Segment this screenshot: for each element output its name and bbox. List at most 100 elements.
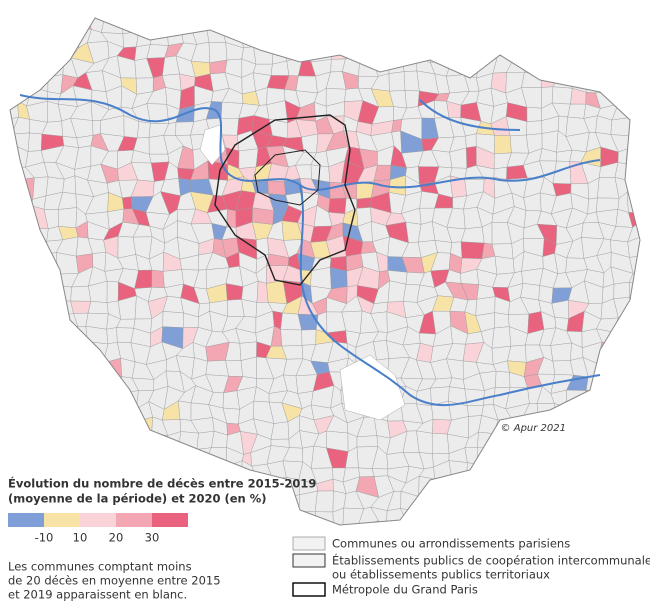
commune [58, 375, 77, 394]
commune [389, 26, 409, 47]
commune [33, 281, 50, 304]
commune [10, 90, 18, 108]
commune [45, 300, 60, 319]
commune [551, 300, 569, 319]
commune [298, 490, 318, 512]
commune [495, 371, 511, 388]
commune [626, 357, 640, 377]
commune [508, 477, 529, 499]
commune [71, 0, 93, 13]
commune [628, 326, 640, 348]
commune [267, 180, 286, 196]
commune [59, 344, 75, 365]
commune [12, 460, 27, 477]
commune [626, 526, 643, 543]
scale-label: 30 [145, 531, 160, 545]
commune [101, 430, 123, 451]
commune [453, 45, 468, 59]
commune [496, 477, 511, 497]
commune [464, 388, 485, 407]
commune [587, 197, 598, 215]
commune [10, 400, 32, 423]
commune [122, 446, 140, 464]
commune [11, 18, 34, 19]
commune [136, 18, 155, 32]
commune [76, 388, 94, 405]
commune [641, 416, 650, 436]
commune [630, 341, 640, 363]
commune [522, 495, 542, 514]
commune [570, 18, 590, 19]
commune [625, 18, 640, 20]
commune [132, 445, 155, 468]
commune [465, 133, 477, 149]
paris-outline [254, 149, 321, 206]
commune [12, 71, 34, 91]
commune [450, 18, 470, 31]
commune [537, 18, 560, 34]
commune [389, 18, 410, 32]
commune [612, 61, 635, 76]
commune [557, 62, 571, 79]
commune [570, 422, 590, 434]
commune [27, 132, 43, 152]
commune [416, 18, 434, 32]
commune [122, 196, 133, 210]
commune [120, 417, 138, 437]
commune [583, 0, 602, 12]
commune [509, 134, 529, 154]
commune [537, 479, 559, 497]
commune [416, 41, 434, 64]
commune [207, 510, 228, 525]
commune [642, 0, 650, 12]
commune [613, 281, 630, 299]
commune [554, 18, 575, 34]
commune [341, 42, 365, 60]
commune [401, 41, 423, 62]
commune [644, 121, 650, 138]
commune [525, 0, 544, 14]
commune [10, 393, 31, 410]
commune [10, 18, 18, 31]
commune [416, 25, 434, 48]
commune [522, 18, 543, 35]
commune [10, 44, 20, 64]
commune [645, 63, 650, 73]
commune [135, 416, 153, 437]
commune [13, 177, 35, 200]
commune [42, 392, 63, 406]
commune [496, 494, 510, 515]
commune [310, 40, 332, 63]
commune [311, 0, 331, 17]
commune [194, 447, 212, 466]
commune [614, 29, 633, 47]
commune [45, 271, 61, 287]
commune [597, 492, 615, 514]
commune [32, 326, 48, 350]
color-scale: -10 10 20 30 [8, 513, 188, 545]
commune [328, 18, 342, 30]
commune [584, 433, 603, 455]
commune [32, 227, 49, 242]
commune [388, 71, 406, 92]
commune [570, 18, 590, 33]
commune [45, 315, 60, 331]
commune [122, 0, 137, 15]
commune [76, 403, 91, 423]
commune [238, 148, 259, 169]
commune [629, 295, 640, 313]
commune [313, 28, 332, 49]
commune [583, 477, 602, 496]
commune [41, 55, 65, 77]
commune [241, 299, 258, 318]
commune [630, 18, 640, 33]
commune [618, 72, 635, 93]
commune [595, 75, 619, 94]
commune [465, 507, 485, 525]
commune [328, 197, 347, 214]
commune [242, 510, 259, 525]
commune [585, 523, 602, 525]
commune [642, 491, 650, 512]
commune [597, 509, 615, 525]
commune [10, 417, 20, 435]
